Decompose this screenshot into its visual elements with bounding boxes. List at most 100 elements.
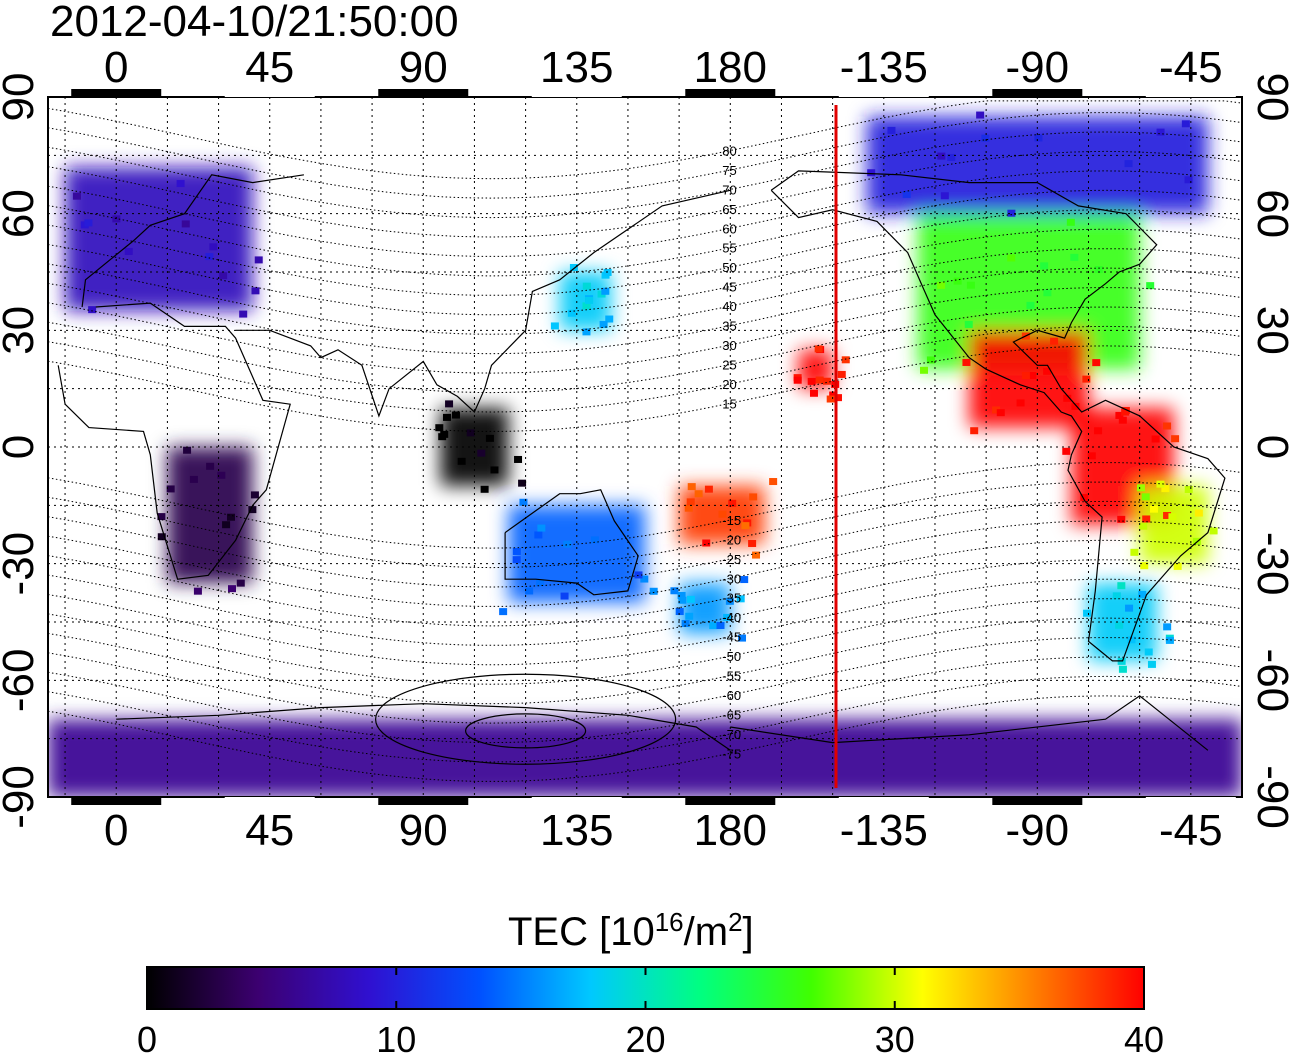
tec-sample-dot — [181, 220, 190, 228]
frame-tick-bar — [992, 89, 1083, 97]
tec-sample-dot — [84, 219, 93, 227]
tec-sample-dot — [1118, 665, 1127, 673]
tec-sample-dot — [480, 485, 489, 493]
tec-sample-dot — [1184, 485, 1193, 493]
frame-tick-bar — [1145, 89, 1236, 97]
tec-sample-dot — [926, 356, 935, 364]
y-tick-label-right: -60 — [1248, 649, 1292, 713]
tec-sample-dot — [1149, 505, 1158, 513]
coastline-path — [770, 170, 1226, 662]
contour-label: -20 — [722, 532, 741, 547]
frame-tick-bar — [685, 797, 776, 805]
tec-sample-dot — [582, 302, 591, 310]
tec-sample-dot — [512, 547, 521, 555]
tec-sample-dot — [239, 310, 248, 318]
magnetic-contour — [48, 598, 1242, 685]
tec-sample-dot — [1094, 266, 1103, 274]
y-tick-label-left: 60 — [0, 189, 43, 238]
tec-sample-dot — [807, 377, 816, 385]
tec-sample-dot — [694, 490, 703, 498]
tec-sample-dot — [736, 595, 745, 603]
tec-sample-dot — [741, 522, 750, 530]
magnetic-contour — [48, 637, 1242, 724]
frame-tick-bar — [224, 797, 315, 805]
y-tick-label-left: 0 — [0, 435, 43, 459]
tec-sample-dot — [457, 457, 466, 465]
magnetic-contour — [48, 248, 1242, 335]
tec-sample-dot — [1209, 527, 1218, 535]
tec-sample-dot — [466, 429, 475, 437]
x-tick-label-top: 45 — [245, 43, 294, 92]
contour-label: -50 — [722, 649, 741, 664]
tec-sample-dot — [550, 322, 559, 330]
tec-sample-dot — [582, 282, 591, 290]
tec-sample-dot — [677, 591, 686, 599]
tec-sample-dot — [443, 413, 452, 421]
tec-sample-dot — [940, 192, 949, 200]
magnetic-contour — [48, 559, 1242, 646]
tec-sample-dot — [678, 596, 687, 604]
tec-sample-dot — [1112, 592, 1121, 600]
x-tick-label-top: 180 — [694, 43, 767, 92]
tec-sample-dot — [440, 430, 449, 438]
tec-sample-dot — [1071, 402, 1080, 410]
tec-sample-dot — [1118, 416, 1127, 424]
tec-sample-dot — [451, 411, 460, 419]
tec-sample-dot — [1092, 359, 1101, 367]
tec-sample-dot — [867, 169, 876, 177]
tec-sample-dot — [1050, 337, 1059, 345]
tec-sample-dot — [563, 540, 572, 548]
tec-sample-dot — [1151, 435, 1160, 443]
tec-sample-dot — [937, 281, 946, 289]
tec-sample-dot — [1146, 282, 1155, 290]
tec-sample-dot — [829, 391, 838, 399]
tec-sample-dot — [748, 539, 757, 547]
magnetic-contour — [48, 131, 1242, 219]
tec-sample-dot — [981, 134, 990, 142]
colorbar-tick-label: 0 — [137, 1019, 157, 1057]
contour-label: -25 — [722, 552, 741, 567]
tec-sample-dot — [709, 622, 718, 630]
magnetic-contour — [48, 520, 1242, 607]
contour-label: 55 — [722, 241, 736, 256]
colorbar-ticks: 0 10 20 30 40 — [137, 967, 1164, 1057]
magnetic-contour — [48, 228, 1242, 316]
magnetic-contour — [48, 100, 1242, 180]
tec-sample-dot — [1124, 160, 1133, 168]
tec-sample-dot — [1080, 493, 1089, 501]
tec-sample-dot — [1082, 375, 1091, 383]
tec-sample-dot — [536, 579, 545, 587]
colorbar-title-sup2: 2 — [728, 907, 742, 937]
contour-label: -15 — [722, 513, 741, 528]
tec-sample-dot — [227, 585, 236, 593]
tec-sample-dot — [514, 455, 523, 463]
tec-sample-dot — [599, 320, 608, 328]
tec-sample-dot — [569, 264, 578, 272]
magnetic-pole-contour — [464, 713, 587, 749]
tec-sample-dot — [686, 595, 695, 603]
tec-sample-dot — [226, 513, 235, 521]
frame-tick-bar — [531, 89, 622, 97]
tec-sample-dot — [219, 272, 228, 280]
tec-sample-dot — [937, 152, 946, 160]
contour-label: 15 — [722, 396, 736, 411]
tec-sample-dot — [1163, 623, 1172, 631]
tec-sample-dot — [519, 498, 528, 506]
frame-tick-bar — [838, 797, 929, 805]
y-tick-label-right: 90 — [1248, 73, 1292, 122]
tec-sample-dot — [445, 400, 454, 408]
tec-sample-dots — [72, 111, 1218, 673]
contour-label: 60 — [722, 221, 736, 236]
tec-heatmap — [48, 111, 1242, 797]
tec-sample-dot — [992, 406, 1001, 414]
magnetic-contour — [48, 617, 1242, 705]
x-tick-label-bottom: 180 — [694, 806, 767, 855]
colorbar-title-sup1: 16 — [655, 907, 684, 937]
tec-sample-dot — [815, 376, 824, 384]
frame-tick-bar — [531, 797, 622, 805]
frame-tick-bar — [685, 89, 776, 97]
x-tick-label-top: 135 — [540, 43, 613, 92]
tec-sample-dot — [1140, 562, 1149, 570]
tec-sample-dot — [752, 551, 761, 559]
tec-sample-dot — [1194, 509, 1203, 517]
